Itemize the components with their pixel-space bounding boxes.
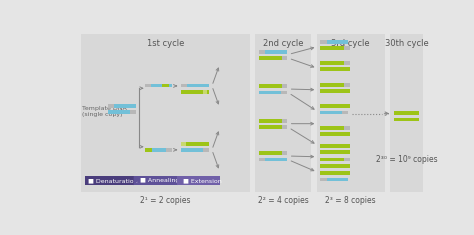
Bar <box>320 40 327 44</box>
Bar <box>145 84 151 87</box>
Bar <box>259 157 265 161</box>
Bar <box>283 56 287 60</box>
Bar <box>320 104 350 108</box>
Bar <box>327 40 348 44</box>
Bar <box>283 119 287 123</box>
Bar <box>320 111 342 114</box>
Bar <box>177 176 219 185</box>
Bar <box>259 151 283 155</box>
Bar <box>181 142 186 146</box>
Text: 2nd cycle: 2nd cycle <box>263 39 303 48</box>
Bar <box>108 110 130 114</box>
Bar <box>344 61 350 65</box>
Bar <box>181 90 209 94</box>
Bar <box>145 148 152 152</box>
Bar <box>281 90 287 94</box>
Bar <box>151 84 173 87</box>
Bar <box>259 56 283 60</box>
Bar <box>265 157 287 161</box>
Text: 2³ = 8 copies: 2³ = 8 copies <box>325 196 376 205</box>
Bar <box>166 148 173 152</box>
Bar <box>202 148 209 152</box>
Bar <box>344 46 350 50</box>
Bar <box>259 119 283 123</box>
Bar <box>320 157 344 161</box>
Bar <box>320 46 344 50</box>
Bar <box>320 171 350 175</box>
Bar <box>81 34 250 192</box>
Bar <box>259 90 281 94</box>
Bar <box>181 148 202 152</box>
Bar <box>394 118 419 121</box>
Bar <box>344 126 350 130</box>
Text: 2¹ = 2 copies: 2¹ = 2 copies <box>140 196 191 205</box>
Bar <box>259 50 265 54</box>
Bar <box>320 61 344 65</box>
Bar <box>283 84 287 88</box>
Bar <box>130 110 136 114</box>
Polygon shape <box>177 176 182 185</box>
Bar <box>259 84 283 88</box>
Text: 2² = 4 copies: 2² = 4 copies <box>258 196 309 205</box>
Text: 1st cycle: 1st cycle <box>147 39 184 48</box>
Bar <box>320 132 350 136</box>
Bar <box>259 125 283 129</box>
Bar <box>320 67 350 71</box>
Bar <box>344 83 350 87</box>
Text: 3rd cycle: 3rd cycle <box>331 39 370 48</box>
Bar <box>320 126 344 130</box>
Text: 2³⁰ = 10⁹ copies: 2³⁰ = 10⁹ copies <box>375 155 437 164</box>
Text: ■ Annealing: ■ Annealing <box>140 178 179 183</box>
Bar <box>320 83 344 87</box>
Bar <box>320 144 350 148</box>
Text: ■ Denaturation: ■ Denaturation <box>88 178 137 183</box>
Bar <box>320 150 350 154</box>
Bar <box>320 89 350 93</box>
Bar <box>114 104 136 107</box>
Bar <box>342 111 348 114</box>
Text: Template DNA
(single copy): Template DNA (single copy) <box>82 106 127 117</box>
Bar <box>255 34 311 192</box>
Bar <box>145 148 166 152</box>
Bar <box>390 34 423 192</box>
Bar <box>187 84 209 87</box>
Bar <box>181 84 187 87</box>
Bar <box>162 84 169 87</box>
Bar <box>283 151 287 155</box>
Bar <box>134 176 177 185</box>
Text: 30th cycle: 30th cycle <box>384 39 428 48</box>
Text: ■ Extension: ■ Extension <box>183 178 222 183</box>
Polygon shape <box>134 176 138 185</box>
Bar <box>283 125 287 129</box>
Bar <box>181 142 209 146</box>
Bar <box>320 164 350 168</box>
Bar <box>394 111 419 115</box>
Bar <box>327 178 348 181</box>
Bar <box>85 176 134 185</box>
Bar <box>108 104 114 107</box>
Bar <box>265 50 287 54</box>
Bar <box>202 90 207 94</box>
Bar <box>344 157 350 161</box>
Bar <box>317 34 385 192</box>
Bar <box>320 178 327 181</box>
